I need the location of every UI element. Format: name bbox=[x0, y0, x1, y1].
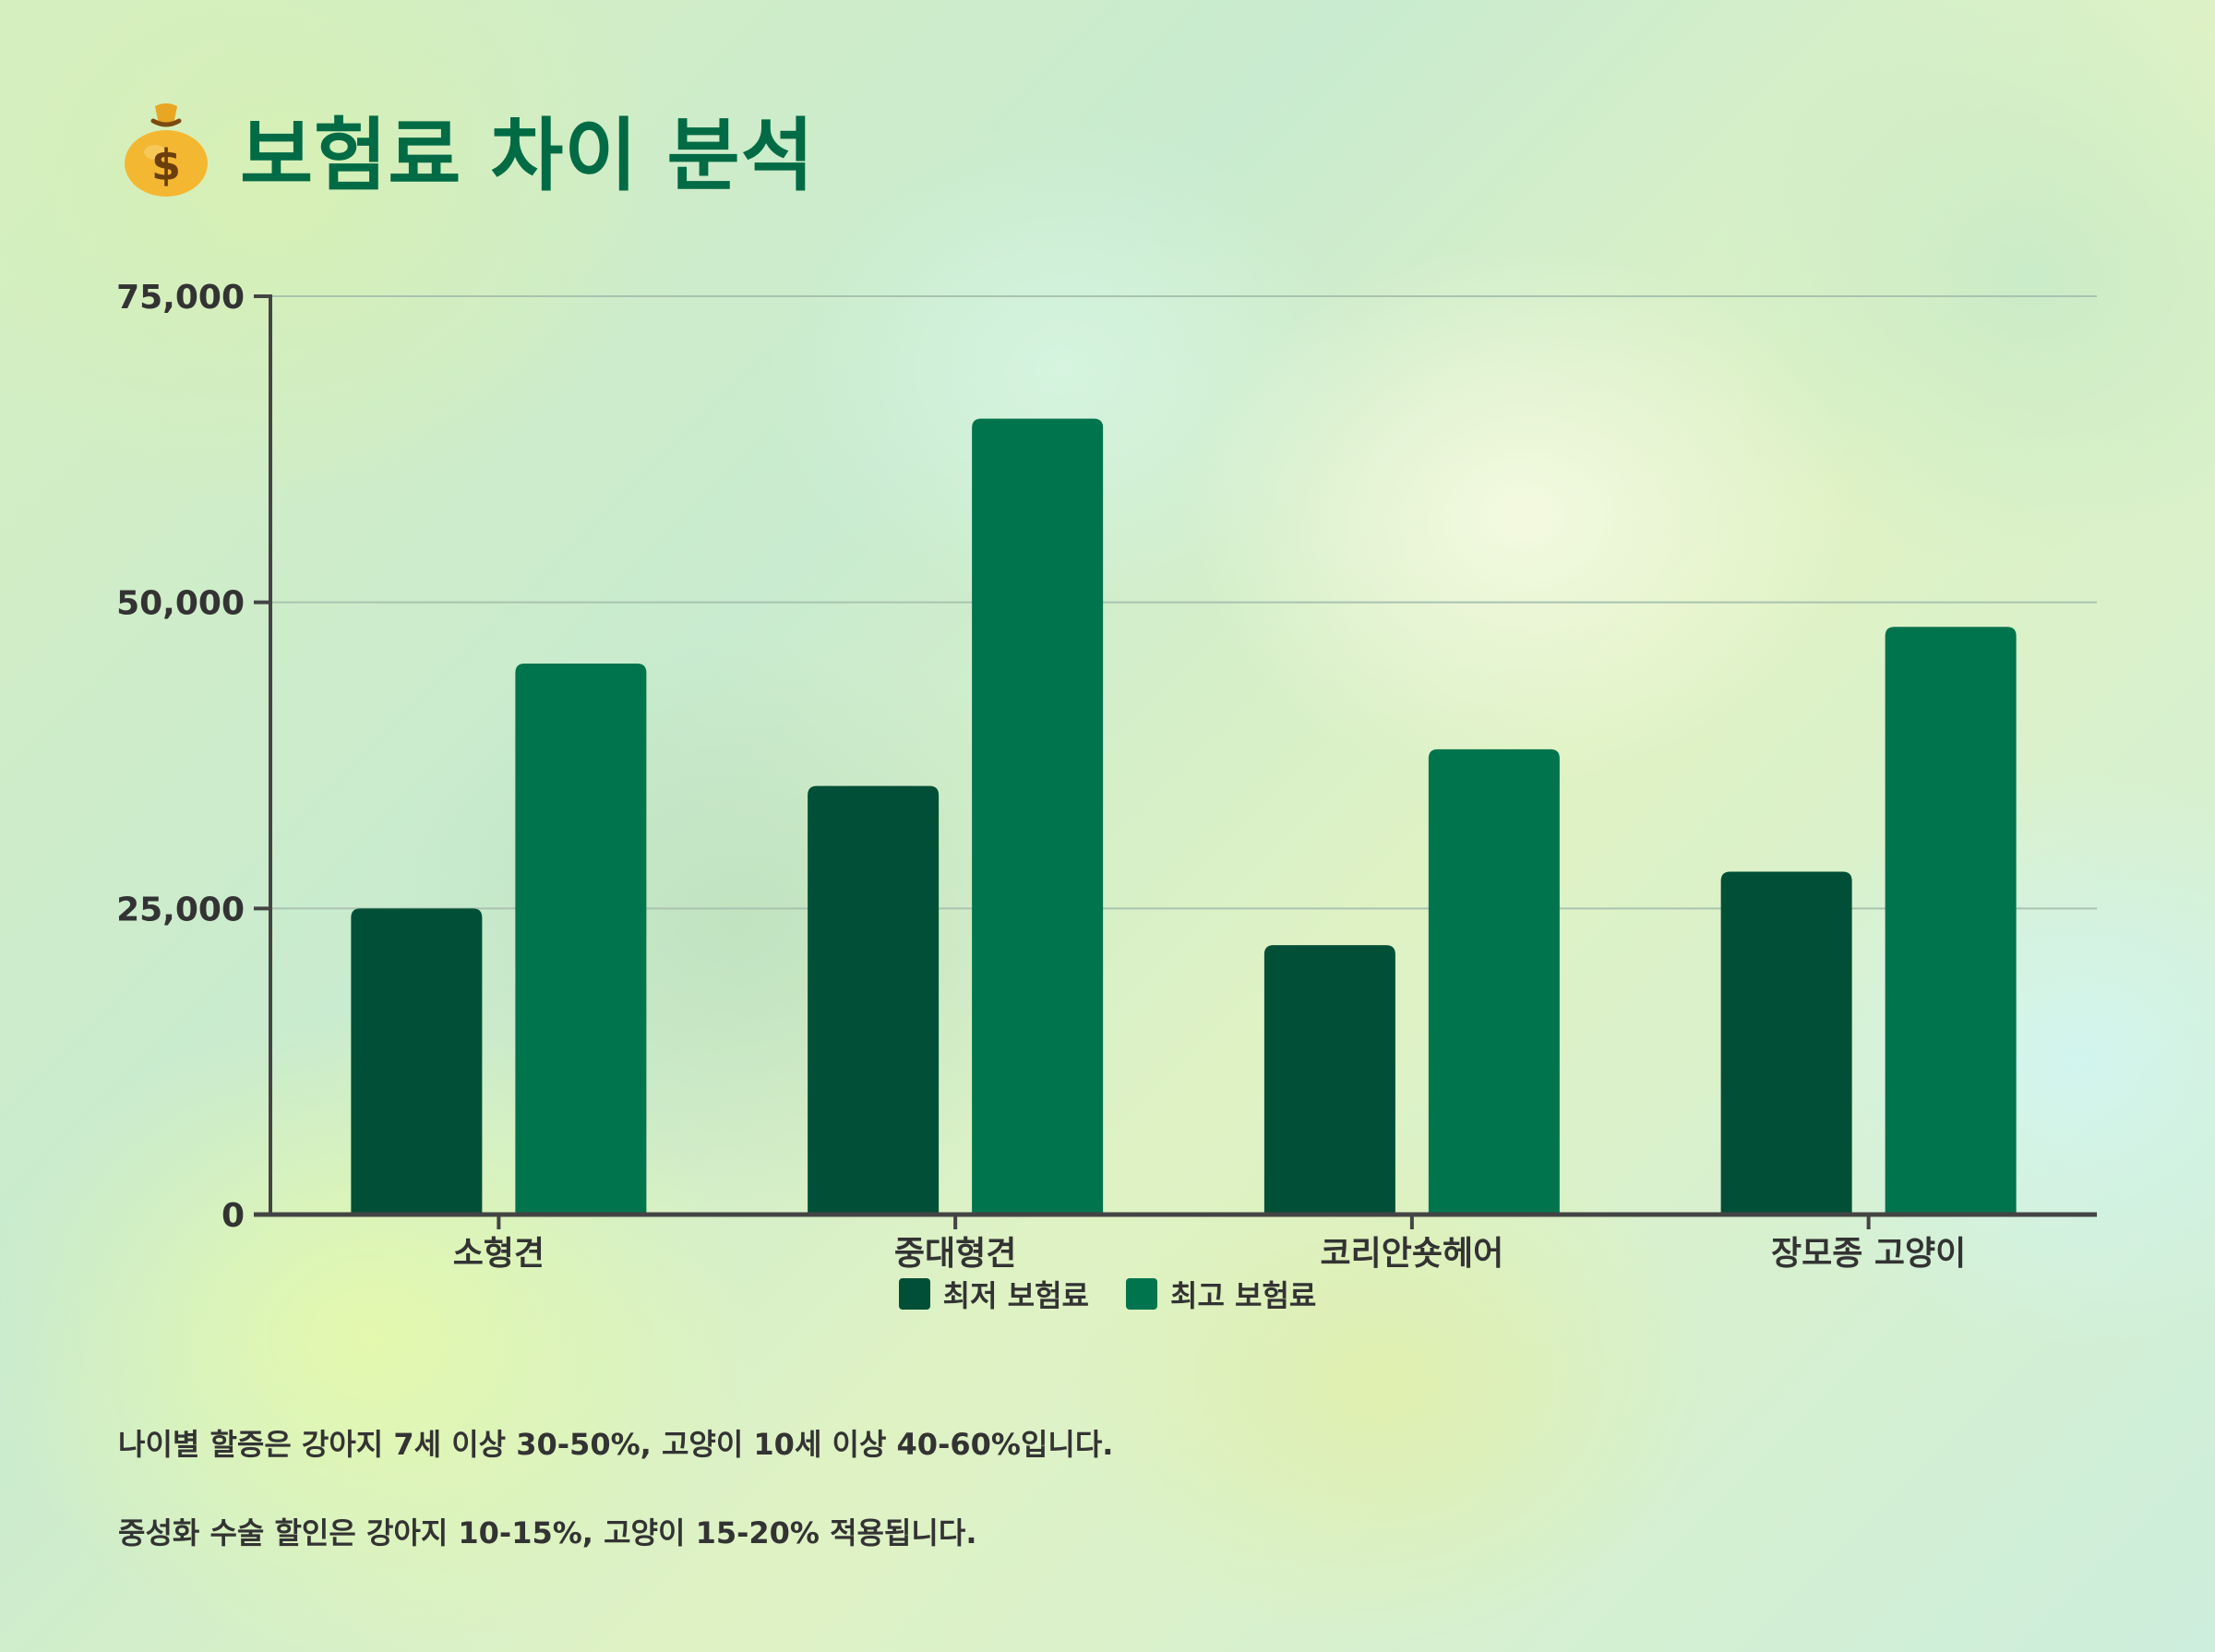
bars bbox=[351, 418, 2017, 1215]
bar-min-3[interactable] bbox=[1720, 871, 1852, 1215]
bar-max-3[interactable] bbox=[1885, 627, 2017, 1215]
axes bbox=[254, 294, 2097, 1229]
legend-label-max: 최고 보험료 bbox=[1170, 1278, 1317, 1313]
chart-title-row: $ 보험료 차이 분석 bbox=[120, 97, 815, 202]
page-title: 보험료 차이 분석 bbox=[240, 109, 815, 202]
legend-swatch-max bbox=[1126, 1278, 1157, 1310]
x-tick-label-3: 장모종 고양이 bbox=[1771, 1235, 1966, 1273]
legend-label-min: 최저 보험료 bbox=[942, 1278, 1089, 1313]
money-bag-icon: $ bbox=[125, 103, 208, 197]
legend-item-max[interactable]: 최고 보험료 bbox=[1126, 1273, 1316, 1315]
axis-labels: 0 25,000 50,000 75,000 소형견 중대형견 코리안숏헤어 장모종 고양이 bbox=[116, 279, 1966, 1273]
legend-swatch-min bbox=[898, 1278, 930, 1310]
x-tick-label-2: 코리안숏헤어 bbox=[1321, 1235, 1504, 1273]
y-tick-label-0: 0 bbox=[222, 1197, 245, 1235]
legend: 최저 보험료 최고 보험료 bbox=[0, 1274, 2215, 1314]
svg-text:$: $ bbox=[151, 140, 181, 190]
bar-min-1[interactable] bbox=[808, 785, 940, 1215]
bar-min-0[interactable] bbox=[351, 908, 483, 1215]
note-neuter-discount: 중성화 수술 할인은 강아지 10-15%, 고양이 15-20% 적용됩니다. bbox=[118, 1515, 977, 1550]
bar-max-0[interactable] bbox=[515, 664, 647, 1215]
y-tick-label-2: 50,000 bbox=[116, 585, 245, 623]
bar-min-2[interactable] bbox=[1263, 945, 1395, 1215]
y-tick-label-3: 75,000 bbox=[116, 279, 245, 317]
y-tick-label-1: 25,000 bbox=[116, 891, 245, 928]
x-tick-label-1: 중대형견 bbox=[894, 1235, 1016, 1273]
bar-chart: 0 25,000 50,000 75,000 소형견 중대형견 코리안숏헤어 장모종 고양이 bbox=[116, 279, 2097, 1273]
bar-max-2[interactable] bbox=[1428, 748, 1560, 1215]
legend-item-min[interactable]: 최저 보험료 bbox=[898, 1273, 1089, 1315]
bar-max-1[interactable] bbox=[972, 418, 1104, 1215]
note-age-surcharge: 나이별 할증은 강아지 7세 이상 30-50%, 고양이 10세 이상 40-… bbox=[118, 1427, 1114, 1462]
x-tick-label-0: 소형견 bbox=[453, 1235, 545, 1273]
